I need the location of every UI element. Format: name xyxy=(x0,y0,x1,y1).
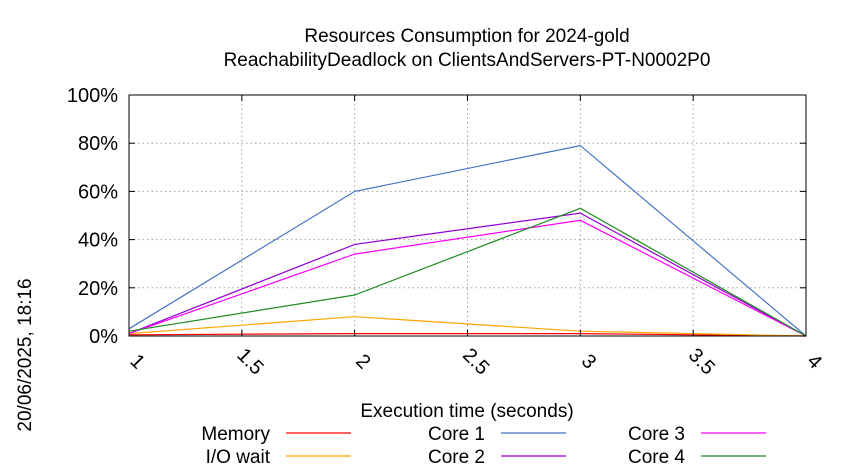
legend-label-memory: Memory xyxy=(201,424,270,445)
x-tick-label: 3 xyxy=(577,350,600,373)
x-axis-label: Execution time (seconds) xyxy=(360,401,573,422)
axes xyxy=(128,94,807,337)
series-line-core-1 xyxy=(128,144,807,337)
y-tick-label: 0% xyxy=(89,326,118,348)
plot-frame xyxy=(128,94,807,337)
y-tick-label: 80% xyxy=(78,133,118,155)
chart-subtitle: ReachabilityDeadlock on ClientsAndServer… xyxy=(224,50,711,71)
series-line-core-2 xyxy=(128,212,807,337)
y-tick-label: 60% xyxy=(78,181,118,203)
y-tick-label: 20% xyxy=(78,278,118,300)
x-tick-label: 1.5 xyxy=(232,344,267,379)
timestamp-label: 20/06/2025, 18:16 xyxy=(15,278,36,431)
chart-title: Resources Consumption for 2024-gold xyxy=(304,26,629,47)
x-tick-label: 2.5 xyxy=(458,344,493,379)
legend-label-core-3: Core 3 xyxy=(628,424,685,445)
series-line-core-4 xyxy=(128,207,807,337)
grid xyxy=(129,95,806,336)
x-tick-label: 4 xyxy=(803,350,826,373)
y-tick-label: 40% xyxy=(78,230,118,252)
x-tick-label: 2 xyxy=(351,350,374,373)
legend-label-core-2: Core 2 xyxy=(428,447,485,468)
x-tick-label: 3.5 xyxy=(684,344,719,379)
legend-label-i-o-wait: I/O wait xyxy=(206,447,271,468)
x-tick-label: 1 xyxy=(126,350,149,373)
y-tick-label: 100% xyxy=(67,85,118,107)
x-tick-labels: 1 1.5 2 2.5 3 3.5 4 xyxy=(126,344,826,379)
legend-label-core-4: Core 4 xyxy=(628,447,685,468)
y-tick-labels: 0% 20% 40% 60% 80% 100% xyxy=(67,85,118,348)
legend-label-core-1: Core 1 xyxy=(428,424,485,445)
series-line-core-3 xyxy=(128,219,807,337)
